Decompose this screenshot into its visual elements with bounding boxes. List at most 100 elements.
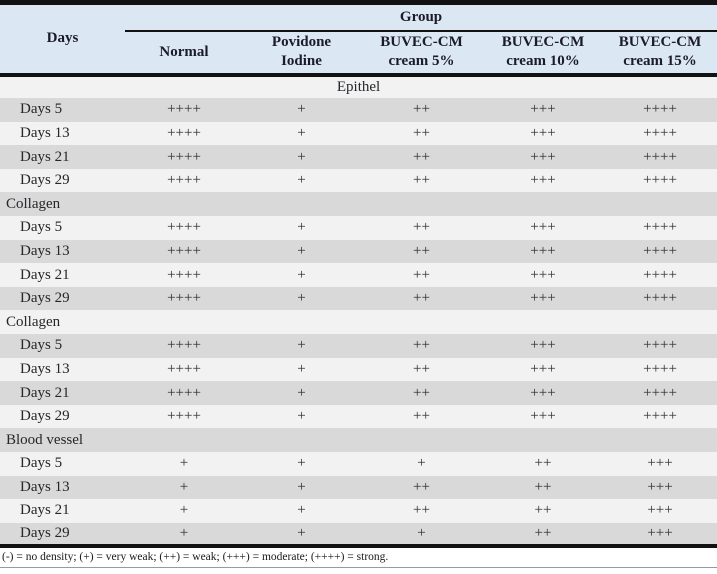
density-value: +++ xyxy=(530,337,556,354)
density-value: + xyxy=(297,148,306,165)
density-value: + xyxy=(297,172,306,189)
section-label: Collagen xyxy=(6,313,61,330)
density-value: + xyxy=(125,522,243,549)
density-value: ++ xyxy=(413,101,430,118)
column-header-normal: Normal xyxy=(125,30,243,77)
column-header-line: cream 5% xyxy=(388,53,455,69)
row-label: Days 21 xyxy=(20,502,70,519)
density-value: +++ xyxy=(530,242,556,259)
table-row: Days 5 ++++ + ++ +++ ++++ xyxy=(0,98,717,122)
table-row: Days 5 + + + ++ +++ xyxy=(0,452,717,476)
density-value: + xyxy=(297,219,306,236)
density-value: ++++ xyxy=(167,337,201,354)
column-header-line: Povidone xyxy=(271,34,332,50)
density-value: ++++ xyxy=(643,266,677,283)
density-value: +++ xyxy=(647,455,673,472)
density-value: +++ xyxy=(647,502,673,519)
density-value: ++ xyxy=(413,148,430,165)
density-value: + xyxy=(179,478,189,495)
section-row: Blood vessel xyxy=(0,428,717,452)
density-value: + xyxy=(243,522,360,549)
density-value: +++ xyxy=(530,101,556,118)
row-label: Days 21 xyxy=(20,266,70,283)
density-value: + xyxy=(297,101,306,118)
table-row: Days 13 + + ++ ++ +++ xyxy=(0,475,717,500)
density-value: ++++ xyxy=(643,242,677,259)
density-value: +++ xyxy=(603,522,717,549)
row-label: Days 21 xyxy=(20,148,70,165)
density-value: ++ xyxy=(413,172,430,189)
section-row: Collagen xyxy=(0,192,717,217)
density-value: + xyxy=(179,502,189,519)
density-value: ++++ xyxy=(643,384,677,401)
density-value: ++++ xyxy=(167,242,201,259)
row-label: Days 5 xyxy=(20,101,63,118)
density-value: + xyxy=(297,266,306,283)
column-header-povidone-iodine: Povidone Iodine xyxy=(243,30,360,77)
column-header-line: cream 10% xyxy=(506,53,580,69)
row-label: Days 5 xyxy=(20,219,63,236)
density-value: ++ xyxy=(413,337,430,354)
density-value: + xyxy=(297,242,306,259)
column-header-line: cream 15% xyxy=(623,53,697,69)
density-value: + xyxy=(297,124,306,141)
density-value: +++ xyxy=(530,124,556,141)
density-value: ++++ xyxy=(167,408,201,425)
density-value: + xyxy=(297,360,306,377)
table-row: Days 13 ++++ + ++ +++ ++++ xyxy=(0,357,717,382)
density-value: ++ xyxy=(483,522,603,549)
density-value: +++ xyxy=(530,172,556,189)
row-label: Days 13 xyxy=(20,360,70,377)
column-header-line: Iodine xyxy=(281,53,322,69)
density-value: ++ xyxy=(413,502,430,519)
density-value: ++++ xyxy=(643,172,677,189)
row-label: Days 13 xyxy=(20,242,70,259)
density-value: ++ xyxy=(413,360,430,377)
section-row: Epithel xyxy=(0,74,717,99)
density-value: +++ xyxy=(530,219,556,236)
density-value: ++++ xyxy=(167,384,201,401)
density-value: ++ xyxy=(413,290,430,307)
row-label: Days 21 xyxy=(20,384,70,401)
column-header-line: BUVEC-CM xyxy=(380,34,463,50)
density-value: + xyxy=(297,384,306,401)
density-value: ++++ xyxy=(167,219,201,236)
density-value: ++ xyxy=(413,242,430,259)
density-value: +++ xyxy=(530,384,556,401)
density-value: ++++ xyxy=(643,124,677,141)
density-value: +++ xyxy=(647,478,673,495)
row-label: Days 29 xyxy=(20,290,70,307)
column-header-buvec-cm-15: BUVEC-CM cream 15% xyxy=(603,30,717,77)
table-row: Days 29 ++++ + ++ +++ ++++ xyxy=(0,168,717,193)
row-label: Days 5 xyxy=(20,455,63,472)
density-value: ++ xyxy=(534,502,552,519)
column-header-buvec-cm-5: BUVEC-CM cream 5% xyxy=(360,30,483,77)
density-value: ++++ xyxy=(643,337,677,354)
density-value: ++++ xyxy=(167,266,201,283)
table-row: Days 13 ++++ + ++ +++ ++++ xyxy=(0,239,717,264)
column-header-buvec-cm-10: BUVEC-CM cream 10% xyxy=(483,30,603,77)
section-label: Collagen xyxy=(6,195,61,212)
column-header-line: BUVEC-CM xyxy=(618,34,702,50)
density-table: Days Group Normal Povidone Iodine BUVEC-… xyxy=(0,0,717,549)
section-label: Epithel xyxy=(336,78,381,95)
density-value: + xyxy=(360,522,483,549)
table-body: Epithel Days 5 ++++ + ++ +++ ++++ Days 13 ++++ + +… xyxy=(0,74,717,549)
density-value: + xyxy=(297,455,306,472)
density-value: ++++ xyxy=(167,172,201,189)
density-value: +++ xyxy=(530,360,556,377)
column-header-line: BUVEC-CM xyxy=(501,34,585,50)
table-row: Days 21 ++++ + ++ +++ ++++ xyxy=(0,145,717,169)
density-value: + xyxy=(179,455,189,472)
density-value: + xyxy=(297,408,306,425)
table-row: Days 29 ++++ + ++ +++ ++++ xyxy=(0,404,717,429)
table-row: Days 21 ++++ + ++ +++ ++++ xyxy=(0,263,717,287)
density-value: ++++ xyxy=(167,290,201,307)
density-value: ++++ xyxy=(167,360,201,377)
section-label: Blood vessel xyxy=(6,431,84,448)
density-value: ++ xyxy=(413,219,430,236)
legend-footnote: (-) = no density; (+) = very weak; (++) … xyxy=(0,548,717,569)
density-value: + xyxy=(297,502,306,519)
density-value: ++ xyxy=(413,408,430,425)
